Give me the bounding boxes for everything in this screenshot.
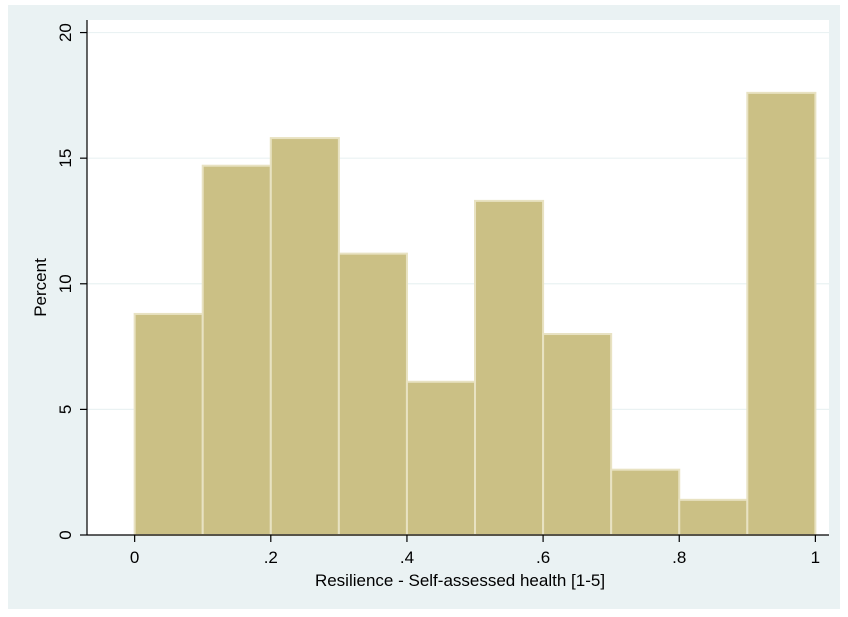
histogram-bar <box>269 137 340 536</box>
y-tick-label: 20 <box>56 23 75 42</box>
x-axis-title: Resilience - Self-assessed health [1-5] <box>315 571 605 590</box>
histogram-bar <box>133 312 204 536</box>
histogram-bar <box>746 91 817 536</box>
histogram-bar <box>610 468 681 536</box>
histogram-bar <box>678 498 749 536</box>
x-tick-label: 0 <box>130 548 139 567</box>
y-tick-label: 10 <box>56 274 75 293</box>
x-tick-label: 1 <box>811 548 820 567</box>
axes <box>86 20 829 536</box>
histogram-bar <box>474 199 545 536</box>
y-tick-label: 5 <box>56 405 75 414</box>
x-tick-label: .2 <box>264 548 278 567</box>
histogram-bar <box>405 380 477 536</box>
x-tick-label: .8 <box>672 548 686 567</box>
y-tick-label: 15 <box>56 149 75 168</box>
histogram-bar <box>201 164 272 537</box>
x-tick-label: .6 <box>536 548 550 567</box>
x-tick-label: .4 <box>400 548 414 567</box>
y-axis-title: Percent <box>31 258 50 317</box>
y-tick-label: 0 <box>56 530 75 539</box>
tick-marks: 0 5 10 15 20 0 .2 .4 .6 .8 1 <box>56 23 820 567</box>
histogram-bar <box>337 252 408 536</box>
histogram-bar <box>542 333 613 536</box>
